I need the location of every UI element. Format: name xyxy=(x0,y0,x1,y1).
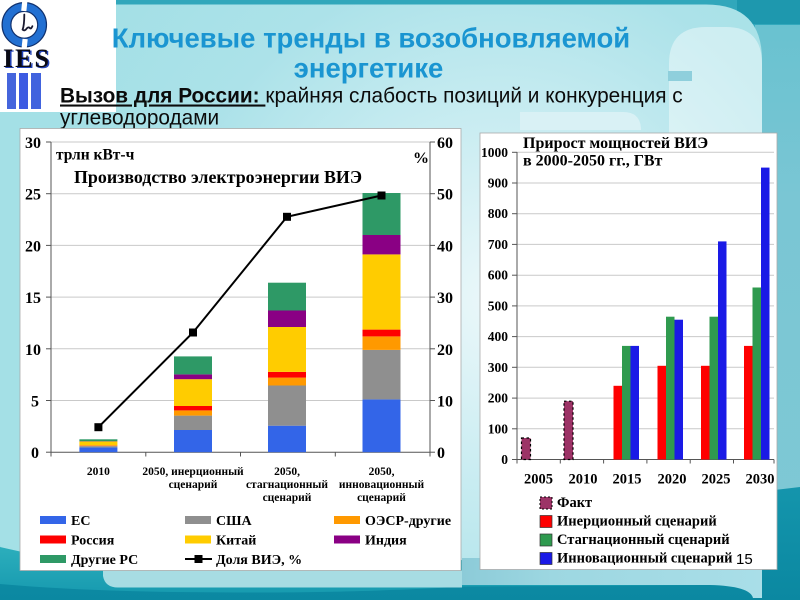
svg-text:Другие РС: Другие РС xyxy=(71,553,138,568)
svg-text:инновационный: инновационный xyxy=(339,479,425,491)
svg-text:Вызов для России: крайняя слаб: Вызов для России: крайняя слабость позиц… xyxy=(60,85,683,108)
svg-text:15: 15 xyxy=(736,551,753,568)
svg-text:200: 200 xyxy=(488,391,509,406)
svg-text:0: 0 xyxy=(31,445,39,462)
svg-text:ОЭСР-другие: ОЭСР-другие xyxy=(365,514,451,529)
svg-text:400: 400 xyxy=(488,329,509,344)
svg-text:900: 900 xyxy=(488,176,509,191)
svg-text:100: 100 xyxy=(488,421,509,436)
svg-text:Производство электроэнергии ВИ: Производство электроэнергии ВИЭ xyxy=(74,167,362,187)
svg-text:20: 20 xyxy=(25,238,41,255)
svg-text:0: 0 xyxy=(501,452,508,467)
svg-text:700: 700 xyxy=(488,237,509,252)
svg-text:Ключевые тренды в возобновляем: Ключевые тренды в возобновляемой xyxy=(112,23,630,54)
svg-text:40: 40 xyxy=(437,238,453,255)
svg-text:2015: 2015 xyxy=(613,472,642,488)
svg-text:трлн кВт-ч: трлн кВт-ч xyxy=(56,147,135,164)
svg-text:2005: 2005 xyxy=(524,472,553,488)
svg-text:500: 500 xyxy=(488,298,509,313)
svg-text:IES: IES xyxy=(3,44,51,73)
svg-text:10: 10 xyxy=(437,394,453,411)
svg-text:Стагнационный сценарий: Стагнационный сценарий xyxy=(557,532,730,548)
svg-text:2020: 2020 xyxy=(658,472,687,488)
svg-text:Инерционный сценарий: Инерционный сценарий xyxy=(557,514,717,530)
svg-text:20: 20 xyxy=(437,342,453,359)
svg-text:%: % xyxy=(413,150,429,167)
svg-text:Факт: Факт xyxy=(557,495,592,511)
svg-text:2050, инерционный: 2050, инерционный xyxy=(142,466,244,478)
svg-text:2010: 2010 xyxy=(87,466,110,478)
svg-text:Доля ВИЭ, %: Доля ВИЭ, % xyxy=(216,553,302,568)
svg-text:10: 10 xyxy=(25,342,41,359)
svg-text:50: 50 xyxy=(437,187,453,204)
svg-text:1000: 1000 xyxy=(481,145,508,160)
svg-text:300: 300 xyxy=(488,360,509,375)
svg-text:2050,: 2050, xyxy=(369,466,395,478)
svg-text:стагнационный: стагнационный xyxy=(246,479,328,491)
svg-text:Россия: Россия xyxy=(71,534,115,549)
svg-text:2010: 2010 xyxy=(569,472,598,488)
svg-text:углеводородами: углеводородами xyxy=(60,107,219,130)
svg-text:сценарий: сценарий xyxy=(357,492,406,504)
svg-text:2050,: 2050, xyxy=(274,466,300,478)
svg-text:0: 0 xyxy=(437,445,445,462)
svg-text:Инновационный сценарий: Инновационный сценарий xyxy=(557,551,733,567)
svg-text:ЕС: ЕС xyxy=(71,514,90,529)
svg-text:60: 60 xyxy=(437,135,453,152)
svg-text:Китай: Китай xyxy=(216,534,256,549)
svg-text:800: 800 xyxy=(488,206,509,221)
svg-text:30: 30 xyxy=(25,135,41,152)
svg-text:сценарий: сценарий xyxy=(169,479,218,491)
svg-text:в 2000-2050 гг., ГВт: в 2000-2050 гг., ГВт xyxy=(523,153,663,170)
svg-text:сценарий: сценарий xyxy=(263,492,312,504)
svg-text:30: 30 xyxy=(437,290,453,307)
svg-text:энергетике: энергетике xyxy=(294,53,444,84)
svg-text:IES: IES xyxy=(5,45,53,74)
svg-text:Индия: Индия xyxy=(365,534,407,549)
svg-text:Прирост мощностей ВИЭ: Прирост мощностей ВИЭ xyxy=(523,135,708,152)
svg-text:2025: 2025 xyxy=(702,472,731,488)
svg-text:2030: 2030 xyxy=(746,472,775,488)
svg-text:5: 5 xyxy=(31,394,39,411)
svg-text:15: 15 xyxy=(25,290,41,307)
svg-text:США: США xyxy=(216,514,252,529)
svg-text:600: 600 xyxy=(488,268,509,283)
svg-text:25: 25 xyxy=(25,187,41,204)
